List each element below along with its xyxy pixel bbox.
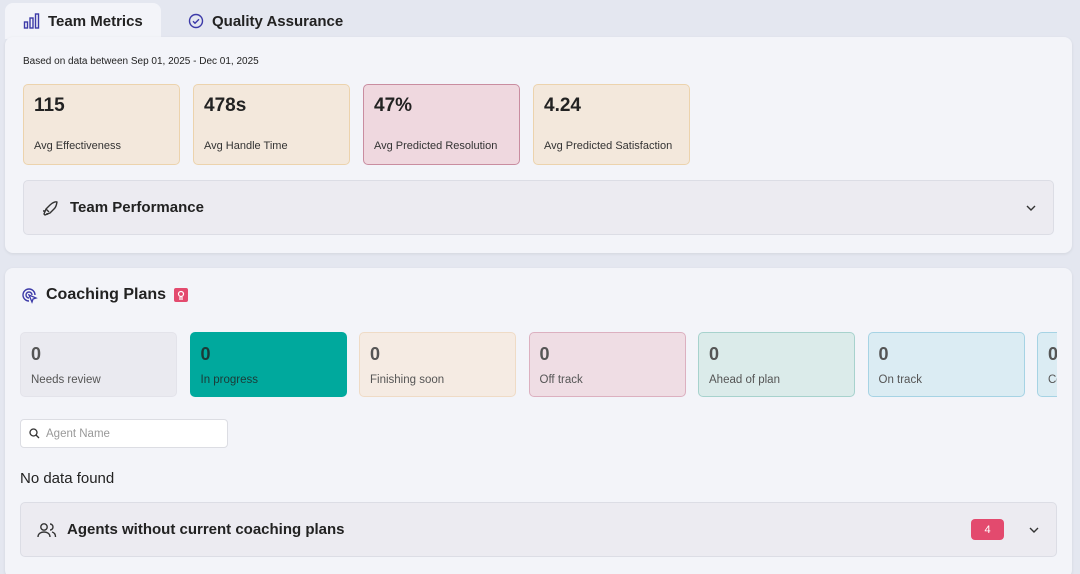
metric-card: 115 Avg Effectiveness (23, 84, 180, 165)
accordion[interactable]: Agents without current coaching plans 4 (20, 502, 1057, 557)
tab-label: Team Metrics (48, 12, 143, 30)
status-count: 0 (878, 344, 889, 364)
status-count: 0 (1048, 344, 1057, 364)
section-title: Coaching Plans (46, 286, 167, 303)
coaching-panel: Coaching Plans 0 Needs review 0 In progress… (5, 268, 1072, 574)
tab-label: Quality Assurance (212, 12, 344, 30)
status-count: 0 (31, 344, 42, 364)
tab[interactable]: Team Metrics (5, 3, 161, 39)
status-count: 0 (709, 344, 720, 364)
search-icon (29, 428, 40, 439)
status-card[interactable]: 0 Completed (1037, 332, 1057, 397)
tab[interactable]: Quality Assurance (170, 3, 361, 39)
status-label: On track (878, 374, 922, 386)
status-label: Needs review (31, 374, 101, 386)
metric-card: 478s Avg Handle Time (193, 84, 350, 165)
section-header: Coaching Plans (21, 286, 189, 304)
status-card[interactable]: 0 Finishing soon (359, 332, 516, 397)
date-range: Based on data between Sep 01, 2025 - Dec… (23, 56, 259, 67)
metric-label: Avg Handle Time (204, 140, 288, 152)
metric-label: Avg Predicted Satisfaction (544, 140, 673, 152)
count-badge: 4 (971, 519, 1004, 540)
check-icon (188, 13, 204, 29)
chart-icon (23, 13, 40, 29)
status-label: Finishing soon (370, 374, 445, 386)
metric-value: 478s (204, 95, 247, 116)
status-strip: 0 Needs review 0 In progress 0 Finishing soon… (20, 332, 1057, 398)
users-icon (37, 522, 57, 537)
metric-card: 47% Avg Predicted Resolution (363, 84, 520, 165)
tag-icon (174, 288, 189, 302)
rocket-icon (43, 200, 58, 216)
accordion[interactable]: Team Performance (23, 180, 1054, 235)
status-card[interactable]: 0 Off track (528, 332, 686, 397)
metric-value: 115 (34, 95, 65, 116)
metric-value: 4.24 (544, 95, 581, 116)
metric-value: 47% (374, 95, 413, 116)
accordion-title: Agents without current coaching plans (67, 521, 345, 538)
status-card[interactable]: 0 On track (867, 332, 1025, 397)
status-card[interactable]: 0 In progress (189, 332, 347, 397)
chevron (1029, 527, 1039, 533)
metric-label: Avg Predicted Resolution (374, 140, 498, 152)
status-count: 0 (539, 344, 550, 364)
status-count: 0 (200, 344, 211, 364)
placeholder: Agent Name (46, 427, 110, 440)
accordion-title: Team Performance (70, 199, 204, 216)
target-icon (22, 287, 38, 304)
status-label: In progress (200, 374, 259, 386)
status-label: Completed (1048, 374, 1057, 386)
chevron (1026, 205, 1036, 211)
search-input[interactable]: Agent Name (20, 419, 228, 448)
status-label: Ahead of plan (709, 374, 780, 386)
status-count: 0 (370, 344, 381, 364)
status-card[interactable]: 0 Needs review (20, 332, 177, 397)
status-card[interactable]: 0 Ahead of plan (698, 332, 855, 397)
empty-message: No data found (20, 470, 115, 487)
metrics-panel: Based on data between Sep 01, 2025 - Dec… (5, 37, 1072, 253)
status-label: Off track (539, 374, 583, 386)
metric-label: Avg Effectiveness (34, 140, 122, 152)
metric-card: 4.24 Avg Predicted Satisfaction (533, 84, 690, 165)
